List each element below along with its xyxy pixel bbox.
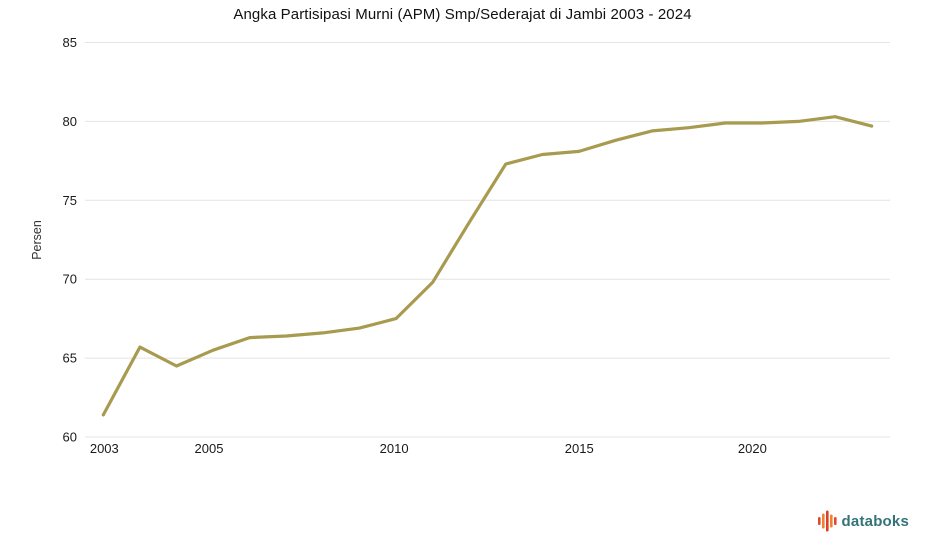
y-tick-label-60: 60 <box>63 430 77 445</box>
logo-bar <box>829 514 833 528</box>
x-tick-label-2003: 2003 <box>90 441 119 456</box>
logo-bar <box>817 517 821 525</box>
x-tick-label-2005: 2005 <box>195 441 224 456</box>
databoks-bars-icon <box>817 510 837 532</box>
x-tick-label-2015: 2015 <box>565 441 594 456</box>
y-tick-label-70: 70 <box>63 272 77 287</box>
x-tick-label-2020: 2020 <box>738 441 767 456</box>
logo-bar <box>833 517 837 525</box>
databoks-logo-text: databoks <box>841 512 909 530</box>
y-tick-label-75: 75 <box>63 193 77 208</box>
y-tick-label-85: 85 <box>63 35 77 50</box>
chart-title: Angka Partisipasi Murni (APM) Smp/Sedera… <box>233 6 692 23</box>
y-tick-label-65: 65 <box>63 351 77 366</box>
apm-series-line[interactable] <box>101 115 874 417</box>
logo-bar <box>825 510 829 532</box>
y-tick-label-80: 80 <box>63 114 77 129</box>
logo-bar <box>821 513 825 529</box>
databoks-logo[interactable]: databoks <box>817 509 909 533</box>
x-tick-label-2010: 2010 <box>380 441 409 456</box>
